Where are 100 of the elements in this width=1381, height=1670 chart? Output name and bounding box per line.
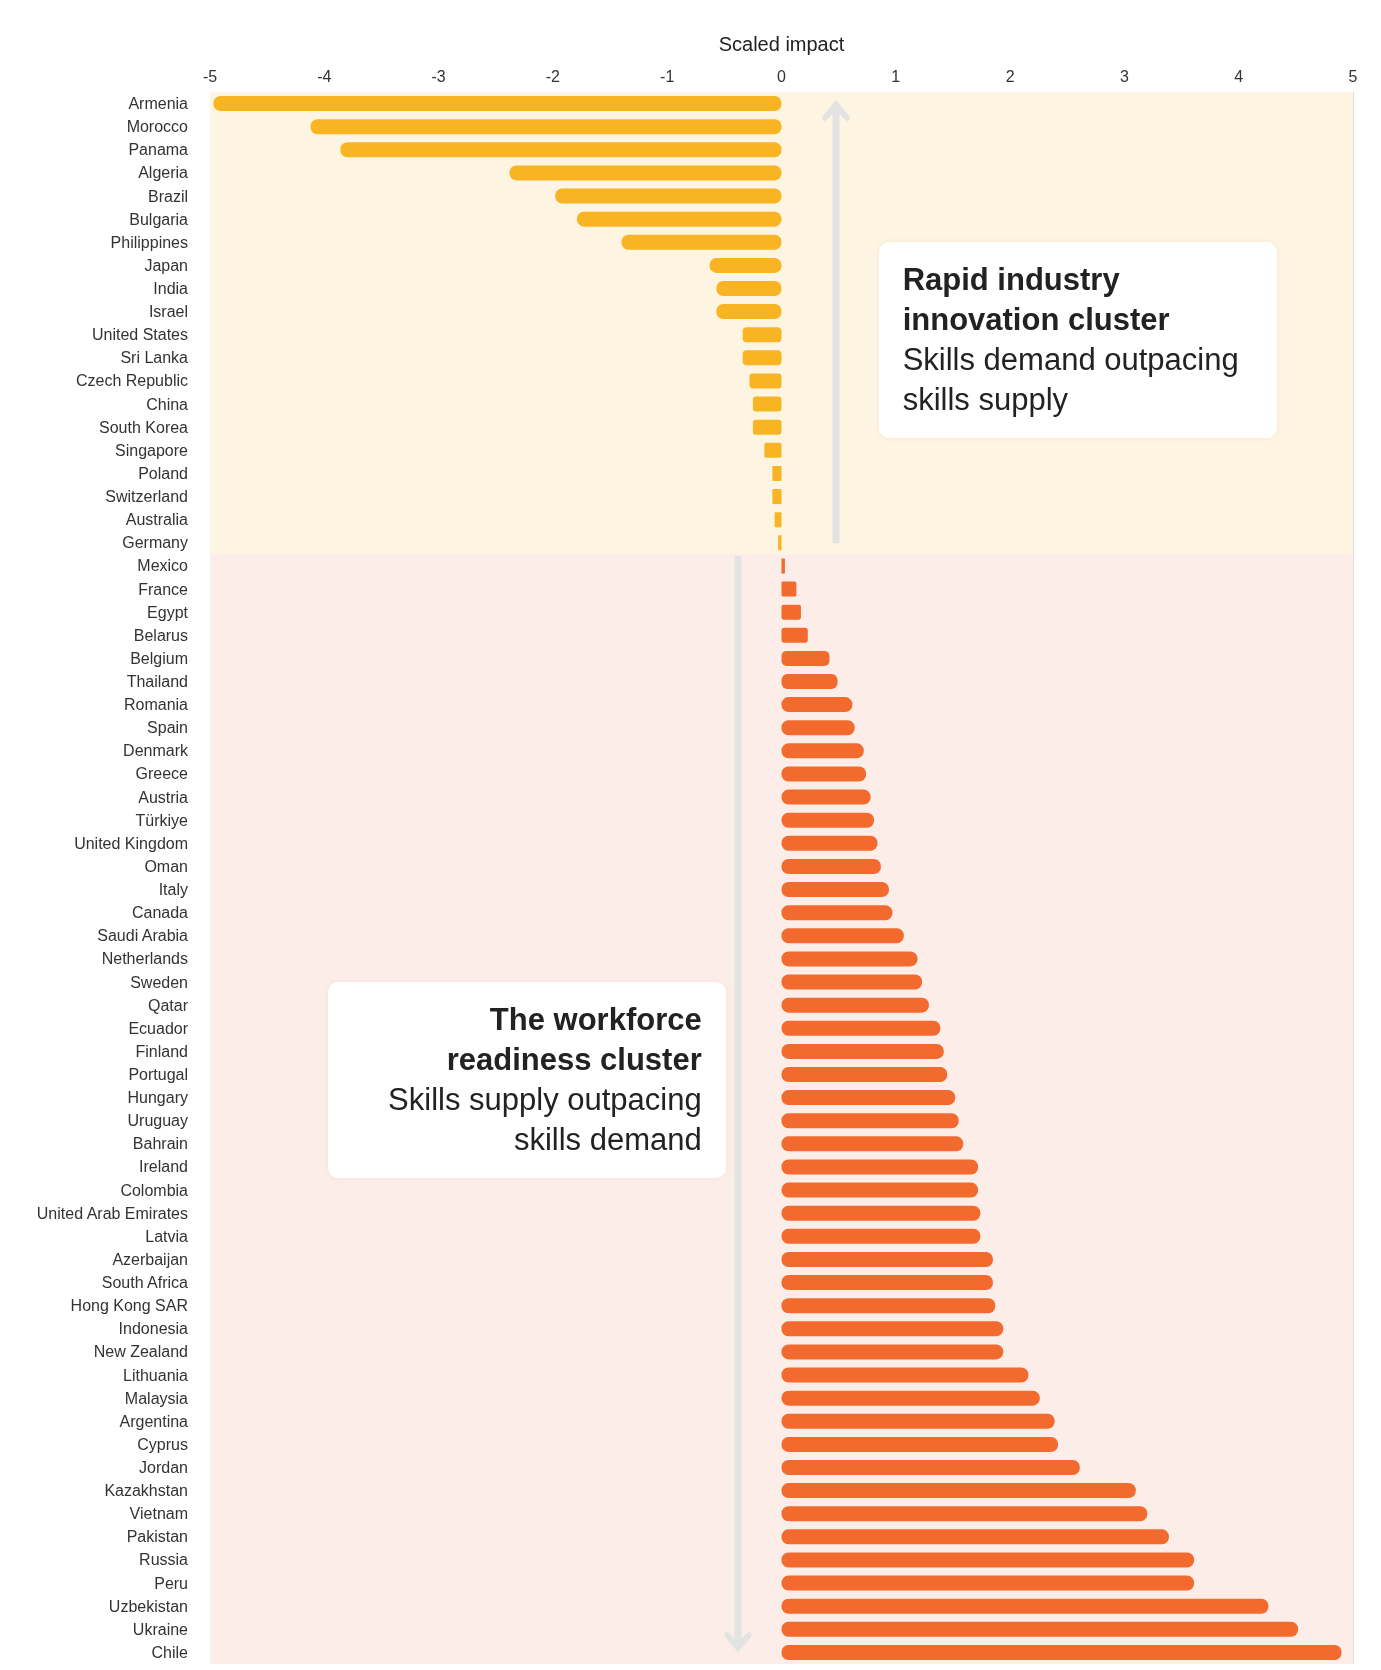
bar bbox=[781, 1344, 1004, 1360]
bar bbox=[781, 604, 801, 620]
y-tick-label: Hungary bbox=[127, 1089, 188, 1107]
y-tick-label: Netherlands bbox=[101, 950, 188, 968]
bar bbox=[781, 1205, 981, 1221]
y-tick-label: Belarus bbox=[133, 626, 188, 644]
bar bbox=[555, 188, 782, 204]
y-tick-label: Romania bbox=[123, 696, 189, 714]
y-tick-label: Oman bbox=[144, 857, 188, 875]
bar bbox=[772, 465, 782, 481]
x-tick-label: -1 bbox=[660, 67, 675, 85]
x-axis-title: Scaled impact bbox=[718, 33, 845, 55]
bar bbox=[781, 997, 929, 1013]
y-tick-label: Brazil bbox=[147, 187, 188, 205]
y-tick-label: Chile bbox=[151, 1643, 189, 1661]
bar bbox=[781, 858, 881, 874]
y-tick-label: South Africa bbox=[101, 1274, 189, 1292]
y-tick-label: Sri Lanka bbox=[120, 349, 189, 367]
bar bbox=[781, 697, 853, 713]
bar bbox=[781, 974, 923, 990]
x-tick-label: -2 bbox=[545, 67, 561, 85]
bar bbox=[781, 1251, 993, 1267]
bar bbox=[781, 812, 875, 828]
y-tick-label: Czech Republic bbox=[75, 372, 188, 390]
y-tick-label: Denmark bbox=[123, 742, 189, 760]
bar bbox=[781, 1621, 1299, 1637]
bar bbox=[781, 1020, 941, 1036]
bar bbox=[781, 1067, 948, 1082]
bar bbox=[781, 1159, 979, 1175]
y-tick-label: Singapore bbox=[115, 441, 189, 459]
annotation: Rapid industry innovation cluster bbox=[902, 261, 1171, 340]
bar bbox=[781, 743, 864, 759]
y-tick-label: New Zealand bbox=[93, 1343, 188, 1361]
y-tick-label: Portugal bbox=[128, 1066, 188, 1083]
bar bbox=[781, 1552, 1195, 1568]
y-tick-label: Vietnam bbox=[129, 1505, 188, 1523]
y-tick-label: United Kingdom bbox=[74, 834, 188, 852]
bar bbox=[781, 766, 867, 782]
y-tick-label: Bulgaria bbox=[129, 210, 189, 228]
bar bbox=[781, 1390, 1040, 1406]
y-tick-label: Ukraine bbox=[132, 1620, 189, 1638]
y-tick-label: South Korea bbox=[99, 418, 189, 436]
y-tick-label: Thailand bbox=[126, 673, 188, 690]
y-tick-label: Switzerland bbox=[105, 488, 188, 506]
bar bbox=[742, 327, 782, 343]
y-tick-label: United States bbox=[91, 326, 188, 344]
bar bbox=[781, 882, 889, 898]
bar bbox=[781, 1413, 1055, 1429]
annotation: The workforce readiness cluster bbox=[445, 1001, 702, 1079]
x-tick-label: 1 bbox=[891, 67, 901, 85]
bar bbox=[781, 1575, 1195, 1591]
y-tick-label: Mexico bbox=[137, 557, 189, 575]
bar bbox=[781, 1228, 981, 1244]
y-tick-label: Sweden bbox=[130, 973, 188, 991]
bar bbox=[781, 1644, 1342, 1660]
bar bbox=[781, 1043, 944, 1059]
x-tick-label: -5 bbox=[202, 67, 218, 85]
y-tick-label: Azerbaijan bbox=[112, 1250, 188, 1268]
bar bbox=[781, 1367, 1029, 1383]
y-tick-label: Colombia bbox=[120, 1181, 189, 1199]
bar bbox=[772, 489, 782, 505]
x-tick-label: -4 bbox=[317, 67, 332, 85]
y-tick-label: Algeria bbox=[138, 164, 189, 182]
y-tick-label: Cyprus bbox=[137, 1435, 188, 1453]
y-tick-label: Türkiye bbox=[135, 811, 189, 829]
bar bbox=[576, 211, 782, 227]
y-tick-label: Saudi Arabia bbox=[97, 927, 189, 945]
x-tick-label: 3 bbox=[1119, 67, 1129, 85]
bar bbox=[781, 905, 893, 921]
y-tick-label: China bbox=[146, 395, 189, 413]
bar bbox=[781, 1321, 1004, 1337]
y-tick-label: Uzbekistan bbox=[108, 1597, 188, 1615]
y-tick-label: Armenia bbox=[128, 95, 189, 113]
y-tick-label: Uruguay bbox=[127, 1112, 188, 1130]
y-tick-label: Egypt bbox=[147, 603, 189, 621]
y-tick-label: United Arab Emirates bbox=[36, 1204, 188, 1222]
y-tick-label: Peru bbox=[154, 1574, 188, 1592]
bar bbox=[781, 674, 838, 689]
y-tick-label: Belgium bbox=[130, 649, 188, 667]
bar bbox=[781, 928, 904, 944]
y-tick-label: Greece bbox=[135, 765, 189, 783]
y-tick-label: Canada bbox=[131, 904, 189, 922]
x-tick-label: 5 bbox=[1348, 67, 1358, 85]
bar bbox=[742, 350, 782, 366]
y-tick-label: Pakistan bbox=[126, 1528, 188, 1546]
y-tick-label: Jordan bbox=[139, 1459, 188, 1476]
bar bbox=[781, 1298, 996, 1314]
y-tick-label: Poland bbox=[138, 464, 188, 482]
x-tick-label: 4 bbox=[1234, 67, 1244, 85]
y-tick-label: Austria bbox=[138, 788, 189, 806]
bar bbox=[213, 96, 782, 112]
y-tick-label: Qatar bbox=[147, 996, 189, 1014]
y-tick-label: Indonesia bbox=[118, 1320, 189, 1338]
bar bbox=[781, 1529, 1169, 1545]
bar bbox=[752, 419, 782, 435]
bar bbox=[781, 835, 878, 851]
bar bbox=[781, 1598, 1269, 1614]
bar bbox=[340, 142, 782, 158]
bar bbox=[621, 234, 782, 250]
bar bbox=[764, 442, 782, 458]
